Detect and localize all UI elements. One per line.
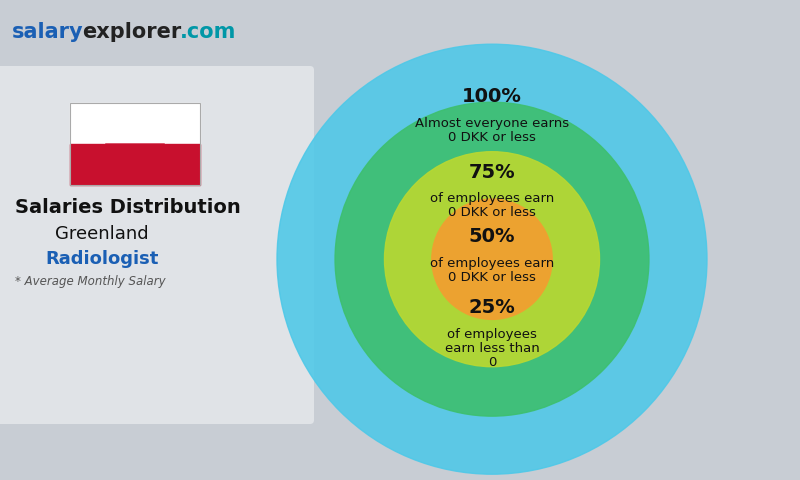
FancyBboxPatch shape xyxy=(0,66,314,424)
Wedge shape xyxy=(106,144,165,173)
Text: earn less than: earn less than xyxy=(445,342,539,355)
Text: 25%: 25% xyxy=(469,298,515,317)
Text: * Average Monthly Salary: * Average Monthly Salary xyxy=(15,275,166,288)
Text: .com: .com xyxy=(180,22,236,42)
Circle shape xyxy=(385,152,599,367)
Text: 0 DKK or less: 0 DKK or less xyxy=(448,131,536,144)
Bar xyxy=(70,103,200,185)
Text: 100%: 100% xyxy=(462,87,522,107)
Circle shape xyxy=(277,44,707,474)
Bar xyxy=(70,103,200,144)
Text: of employees earn: of employees earn xyxy=(430,192,554,205)
Text: salary: salary xyxy=(12,22,84,42)
Text: 0 DKK or less: 0 DKK or less xyxy=(448,206,536,219)
Text: 50%: 50% xyxy=(469,227,515,246)
Text: explorer: explorer xyxy=(82,22,182,42)
Circle shape xyxy=(432,199,552,319)
Text: 0 DKK or less: 0 DKK or less xyxy=(448,271,536,284)
Circle shape xyxy=(335,102,649,416)
Wedge shape xyxy=(106,115,165,144)
Text: of employees earn: of employees earn xyxy=(430,257,554,270)
Text: 75%: 75% xyxy=(469,163,515,182)
Text: 0: 0 xyxy=(488,356,496,369)
Bar xyxy=(70,144,200,185)
Text: Salaries Distribution: Salaries Distribution xyxy=(15,198,241,217)
Text: of employees: of employees xyxy=(447,328,537,341)
Text: Radiologist: Radiologist xyxy=(45,250,158,268)
Text: Greenland: Greenland xyxy=(55,225,149,243)
Text: Almost everyone earns: Almost everyone earns xyxy=(415,117,569,130)
